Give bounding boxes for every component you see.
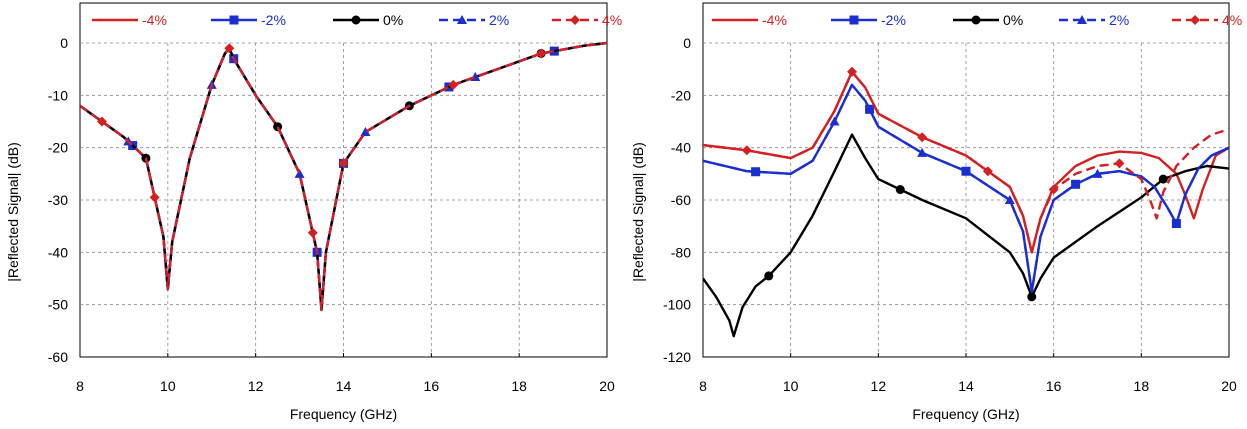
legend-item: -2% [211, 12, 286, 28]
data-point [338, 158, 349, 169]
legend-label: 2% [1109, 12, 1129, 28]
y-tick-label: -20 [671, 87, 691, 103]
legend-label: -4% [762, 12, 787, 28]
legend-marker [849, 15, 859, 25]
y-tick-label: -120 [663, 349, 691, 365]
data-point [741, 145, 752, 156]
x-tick-label: 10 [783, 378, 799, 394]
legend-marker [1077, 15, 1087, 24]
legend-label: 2% [489, 12, 509, 28]
legend-item: -2% [831, 12, 906, 28]
x-tick-label: 16 [424, 378, 440, 394]
y-tick-label: -40 [48, 244, 68, 260]
grid-lines [703, 42, 1229, 357]
y-tick-label: -30 [48, 192, 68, 208]
data-point [751, 167, 761, 177]
data-point [96, 116, 107, 127]
legend-item: -4% [92, 12, 167, 28]
data-point [307, 227, 318, 238]
legend-item: 0% [953, 12, 1023, 28]
data-point [1004, 195, 1015, 204]
right-chart-panel: 8 10 12 14 16 18 20 0 -20 -40 -60 -80 -100 -120 Freque… [630, 2, 1242, 422]
legend-marker [351, 15, 361, 25]
data-point [847, 66, 858, 77]
data-point [1092, 168, 1103, 178]
data-point [360, 126, 371, 136]
legend-marker [457, 15, 467, 24]
series-4% [80, 41, 607, 312]
x-tick-label: 10 [160, 378, 176, 394]
x-tick-label: 16 [1046, 378, 1062, 394]
data-point [982, 166, 993, 177]
legend-item: 2% [1059, 12, 1129, 28]
legend-item: 0% [333, 12, 403, 28]
legend-item: 2% [439, 12, 509, 28]
y-tick-label: 0 [683, 35, 691, 51]
x-tick-label: 14 [336, 378, 352, 394]
data-point [536, 48, 547, 59]
left-chart-panel: 8 10 12 14 16 18 20 0 -10 -20 -30 -40 -50 -60 Frequenc… [5, 2, 622, 422]
x-axis-label: Frequency (GHz) [290, 406, 397, 422]
legend-item: 4% [552, 12, 622, 28]
x-axis-label: Frequency (GHz) [912, 406, 1019, 422]
legend: -4% -2% 0% 2% 4% [712, 12, 1242, 28]
data-point [764, 271, 774, 281]
data-point [917, 132, 928, 143]
y-tick-label: -50 [48, 297, 68, 313]
data-point [1048, 184, 1059, 195]
legend-label: -2% [261, 12, 286, 28]
x-tick-label: 18 [1134, 378, 1150, 394]
y-tick-label: -100 [663, 297, 691, 313]
x-tick-label: 14 [958, 378, 974, 394]
y-tick-label: -60 [48, 349, 68, 365]
grid-lines [80, 42, 607, 357]
y-axis-label: |Reflected Signal| (dB) [5, 142, 21, 282]
legend-label: -2% [881, 12, 906, 28]
y-tick-label: -80 [671, 244, 691, 260]
data-point [961, 166, 971, 176]
series-2% [703, 83, 1229, 293]
legend-label: 0% [383, 12, 403, 28]
legend-label: 4% [602, 12, 622, 28]
data-point [149, 192, 160, 203]
data-point [917, 147, 928, 157]
y-tick-label: 0 [60, 35, 68, 51]
x-tick-label: 8 [76, 378, 84, 394]
data-point [1027, 292, 1037, 302]
x-tick-label: 20 [599, 378, 615, 394]
series-line [703, 70, 1229, 254]
data-point [1158, 174, 1168, 184]
data-point [1114, 158, 1125, 169]
data-point [829, 116, 840, 126]
legend-marker [229, 15, 239, 25]
legend-label: 4% [1222, 12, 1242, 28]
y-tick-label: -10 [48, 87, 68, 103]
legend-item: 4% [1172, 12, 1242, 28]
legend-marker [1190, 15, 1200, 25]
x-tick-label: 18 [511, 378, 527, 394]
x-tick-label: 12 [871, 378, 887, 394]
legend-item: -4% [712, 12, 787, 28]
y-tick-label: -40 [671, 140, 691, 156]
y-tick-label: -20 [48, 140, 68, 156]
y-axis-label: |Reflected Signal| (dB) [630, 142, 646, 282]
x-tick-label: 8 [699, 378, 707, 394]
legend-label: 0% [1003, 12, 1023, 28]
data-point [294, 168, 305, 178]
legend-marker [971, 15, 981, 25]
legend: -4% -2% 0% 2% 4% [92, 12, 622, 28]
data-point [448, 79, 459, 90]
series-0% [703, 133, 1229, 338]
y-tick-label: -60 [671, 192, 691, 208]
data-point [895, 185, 905, 195]
x-tick-label: 12 [248, 378, 264, 394]
x-tick-label: 20 [1221, 378, 1237, 394]
series-4% [703, 66, 1229, 254]
series-line [703, 83, 1229, 293]
data-point [224, 43, 235, 54]
legend-label: -4% [142, 12, 167, 28]
legend-marker [570, 15, 580, 25]
